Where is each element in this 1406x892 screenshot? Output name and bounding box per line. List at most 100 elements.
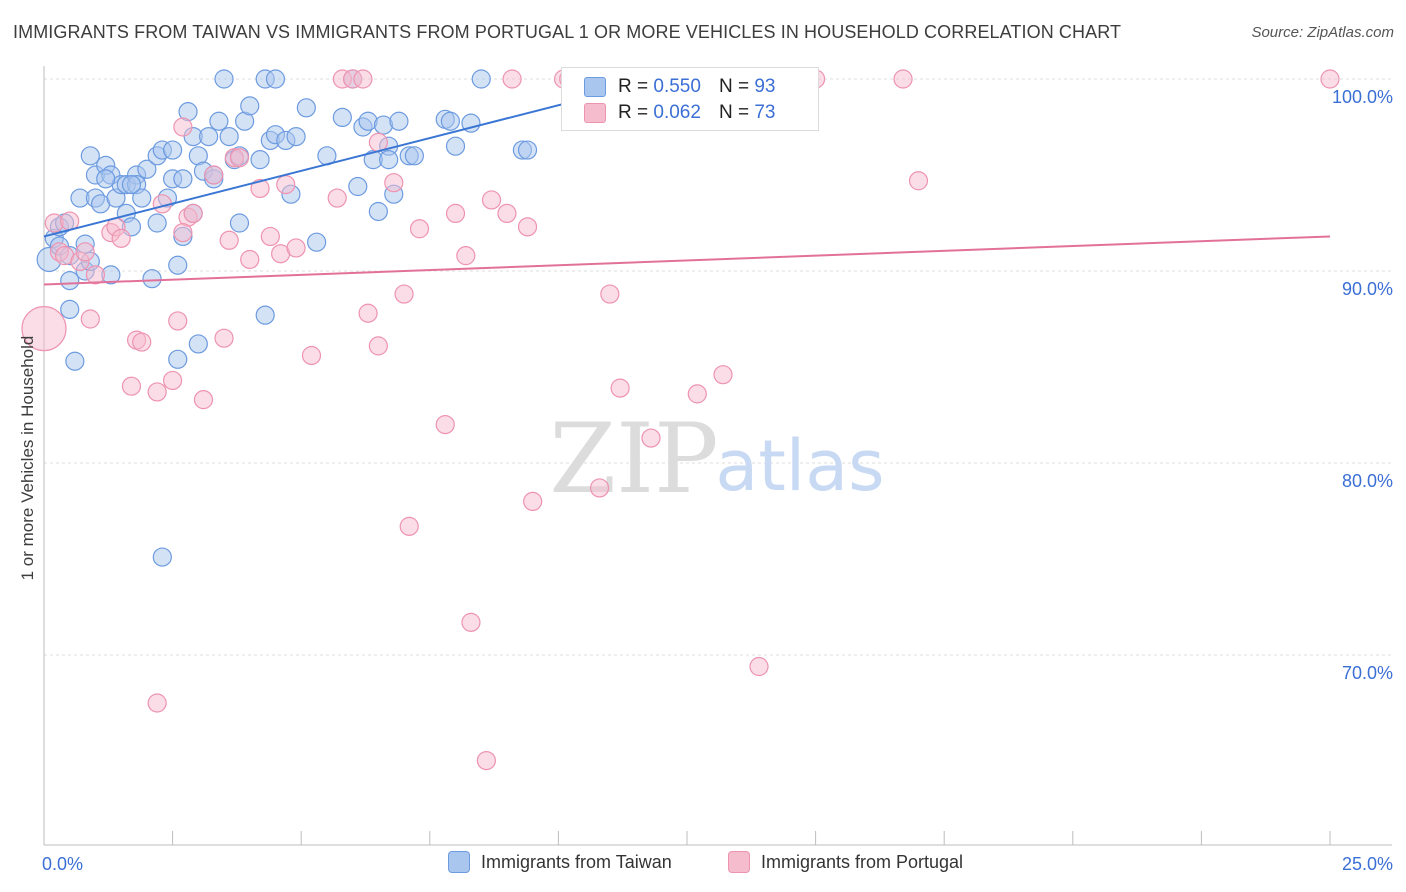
taiwan-r-value: 0.550 [653, 76, 701, 97]
portugal-point [461, 612, 481, 632]
taiwan-point [96, 169, 116, 189]
legend-item-portugal[interactable]: Immigrants from Portugal [728, 851, 963, 873]
r-label: R = [618, 102, 649, 123]
y-tick-label: 80.0% [1342, 471, 1393, 491]
taiwan-point [142, 269, 162, 289]
portugal-point [589, 478, 610, 498]
portugal-point [435, 415, 455, 435]
taiwan-point [250, 150, 270, 170]
taiwan-point [332, 107, 352, 128]
taiwan-point [168, 255, 188, 275]
taiwan-points [36, 69, 538, 567]
portugal-point [111, 228, 131, 248]
portugal-point [229, 148, 250, 168]
portugal-point [502, 69, 522, 89]
taiwan-point [229, 213, 250, 233]
taiwan-point [60, 299, 80, 319]
portugal-point [481, 190, 502, 210]
taiwan-point [471, 69, 491, 89]
taiwan-point [368, 201, 388, 222]
portugal-point [353, 69, 373, 89]
taiwan-point [265, 69, 286, 89]
portugal-n-value: 73 [754, 102, 776, 123]
taiwan-point [440, 111, 460, 131]
taiwan-legend-label: Immigrants from Taiwan [481, 851, 672, 872]
portugal-point [713, 365, 733, 385]
y-tick-label: 100.0% [1332, 87, 1393, 107]
y-tick-label: 70.0% [1342, 663, 1393, 683]
taiwan-point [404, 146, 424, 166]
legend-row-portugal: R = 0.062 N = 73 [584, 101, 775, 125]
taiwan-point [152, 547, 172, 567]
n-label: N = [718, 76, 750, 97]
portugal-point [384, 173, 404, 193]
y-tick-labels: 100.0% 90.0% 80.0% 70.0% [1332, 87, 1393, 683]
portugal-point [610, 378, 630, 398]
portugal-point [358, 303, 378, 323]
portugal-point [749, 656, 769, 677]
y-tick-label: 90.0% [1342, 279, 1393, 299]
portugal-point [908, 171, 929, 191]
taiwan-point [379, 150, 399, 170]
portugal-swatch [584, 103, 606, 123]
portugal-point [163, 370, 183, 391]
taiwan-point [121, 175, 142, 195]
portugal-point [301, 345, 322, 366]
portugal-point [409, 219, 430, 239]
watermark-atlas: atlas [715, 425, 884, 507]
n-label: N = [718, 102, 750, 123]
watermark-zip: ZIP [549, 403, 718, 515]
taiwan-point [209, 111, 229, 131]
portugal-point [219, 230, 239, 250]
legend-row-taiwan: R = 0.550 N = 93 [584, 75, 775, 99]
portugal-point [214, 328, 234, 348]
taiwan-point [173, 169, 193, 189]
trendlines [43, 78, 1331, 286]
taiwan-point [445, 136, 466, 156]
portugal-point [240, 249, 260, 270]
portugal-point [75, 242, 95, 262]
portugal-point [497, 203, 517, 223]
portugal-point [132, 332, 152, 352]
portugal-point [168, 311, 188, 331]
y-axis-label: 1 or more Vehicles in Household [18, 335, 37, 581]
portugal-point [445, 203, 466, 223]
taiwan-point [199, 127, 219, 147]
taiwan-trendline [43, 78, 662, 238]
portugal-point [193, 390, 214, 410]
portugal-point [173, 223, 193, 243]
portugal-point [204, 165, 224, 185]
portugal-trendline [43, 235, 1331, 286]
portugal-legend-label: Immigrants from Portugal [761, 851, 964, 872]
x-tick-label-max: 25.0% [1342, 854, 1393, 874]
taiwan-point [219, 127, 239, 147]
portugal-point [641, 428, 661, 448]
taiwan-n-value: 93 [754, 76, 776, 97]
stats-legend: R = 0.550 N = 93 R = 0.062 N = 73 [561, 67, 819, 131]
portugal-point [523, 491, 543, 511]
taiwan-point [137, 159, 157, 179]
taiwan-point [307, 232, 327, 252]
taiwan-point [348, 176, 368, 197]
legend-item-taiwan[interactable]: Immigrants from Taiwan [448, 851, 672, 873]
portugal-point [687, 384, 707, 404]
taiwan-swatch [584, 77, 606, 97]
portugal-r-value: 0.062 [653, 102, 701, 123]
taiwan-point [60, 271, 80, 291]
portugal-point [286, 238, 306, 258]
taiwan-point [389, 111, 409, 131]
r-label: R = [618, 76, 649, 97]
portugal-point [394, 284, 414, 304]
portugal-point [21, 306, 67, 352]
portugal-point [173, 117, 193, 137]
taiwan-point [286, 127, 306, 147]
taiwan-point [188, 334, 208, 354]
taiwan-point [168, 349, 188, 369]
portugal-point [476, 750, 496, 771]
taiwan-point [65, 351, 85, 371]
portugal-point [399, 516, 419, 536]
portugal-legend-swatch [728, 851, 750, 873]
taiwan-point [240, 96, 260, 116]
portugal-point [327, 188, 347, 208]
